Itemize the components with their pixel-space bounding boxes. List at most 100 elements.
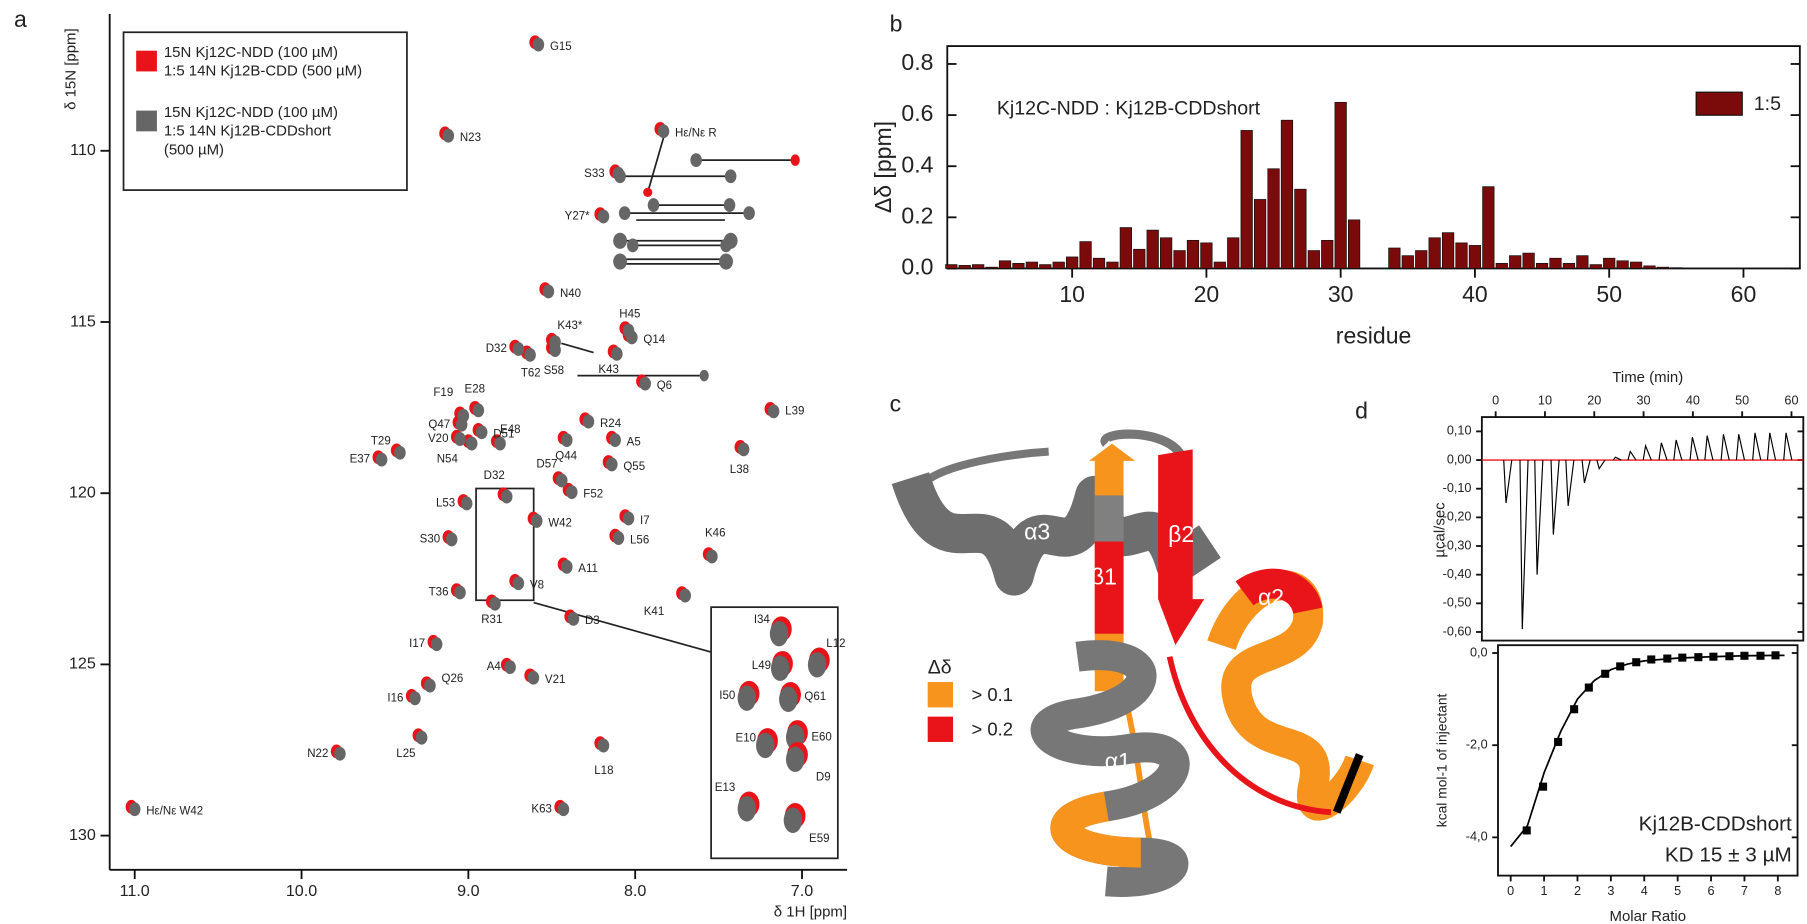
legend-label: > 0.2: [971, 718, 1013, 739]
injection-peak: [1566, 460, 1574, 506]
x-tick-label: 0: [1492, 394, 1499, 408]
peak: [129, 802, 141, 816]
y-tick-label: -0,50: [1443, 596, 1472, 610]
peak-label: Y27*: [565, 211, 590, 223]
bar: [999, 261, 1011, 269]
y-tick-label: 0.0: [901, 254, 933, 280]
side-chain-peaks: [613, 153, 800, 381]
x-tick-label: 20: [1587, 394, 1601, 408]
x-axis-label: Molar Ratio: [1609, 908, 1686, 924]
bar: [1563, 263, 1575, 268]
panel-label: a: [14, 6, 27, 32]
x-tick-label: 50: [1735, 394, 1749, 408]
bar: [1268, 169, 1280, 269]
y-axis-label: kcal mol-1 of injectant: [1433, 693, 1449, 827]
bar: [1483, 187, 1495, 269]
inset-label: L12: [826, 638, 845, 650]
peak-label: Q6: [657, 380, 672, 392]
peak-label: Q26: [442, 673, 464, 685]
bar: [1671, 268, 1683, 269]
peak: [598, 739, 610, 753]
bar: [1160, 238, 1172, 269]
inset-label: I34: [754, 614, 771, 626]
peak-label: F19: [433, 387, 453, 399]
x-axis-label: Time (min): [1612, 369, 1683, 386]
peak: [568, 612, 580, 626]
peak: [543, 285, 555, 299]
peak: [533, 38, 545, 52]
bar: [1496, 263, 1508, 268]
x-axis-label: residue: [1336, 323, 1412, 349]
injection-peak: [1784, 433, 1792, 460]
plot-frame: [1498, 645, 1798, 875]
page: abcd11.010.09.08.07.0110115120125130δ 1H…: [0, 0, 1807, 924]
bar: [1335, 102, 1347, 268]
inset-label: I50: [719, 690, 735, 702]
injection-peak: [1705, 436, 1713, 460]
peak: [613, 167, 625, 181]
bar: [1147, 230, 1159, 268]
peak-label: T62: [521, 367, 541, 379]
bar: [1080, 242, 1092, 269]
peak-label: L56: [630, 534, 649, 546]
peak-label: L25: [396, 748, 415, 760]
peak-label: K43*: [557, 320, 582, 332]
y-tick-label: -0,40: [1443, 567, 1472, 581]
x-tick-label: 11.0: [120, 882, 150, 900]
structure-label: α2: [1258, 584, 1284, 610]
y-tick-label: 0.2: [901, 202, 933, 228]
peak-label: Hε/Nε W42: [146, 806, 203, 818]
bar: [1442, 233, 1454, 269]
peak-label: R31: [481, 614, 502, 626]
bar: [1550, 258, 1562, 268]
peak: [549, 343, 561, 357]
peak-label: H45: [619, 308, 640, 320]
bar: [1321, 240, 1333, 268]
peak-label: L18: [594, 765, 613, 777]
y-tick-label: 130: [69, 826, 96, 844]
inset-peak: [738, 686, 756, 711]
peak: [556, 474, 568, 488]
peak: [598, 210, 610, 224]
structure-label: β1: [1091, 563, 1117, 589]
injection-peak: [1551, 460, 1559, 535]
peak-label: F52: [583, 489, 603, 501]
annotation: Kj12B-CDDshort: [1639, 812, 1792, 835]
legend-label: 1:5: [1754, 93, 1781, 115]
bar: [1509, 256, 1521, 269]
x-tick-label: 8.0: [624, 882, 646, 900]
peak-label: V8: [530, 580, 544, 592]
injection-peak: [1736, 434, 1744, 460]
x-tick-label: 10: [1059, 281, 1085, 307]
peak-label: S58: [544, 365, 565, 377]
peak-label: G15: [550, 41, 572, 53]
peak: [446, 533, 458, 547]
legend-swatch: [136, 51, 157, 72]
bar: [946, 265, 958, 269]
bar: [1120, 228, 1132, 269]
x-tick-label: 4: [1641, 884, 1648, 898]
injection-peak: [1535, 460, 1543, 575]
peak-label: T29: [371, 435, 391, 447]
inset-label: Q61: [804, 691, 826, 703]
injection-peak: [1753, 433, 1761, 460]
peak-label: R24: [600, 418, 622, 430]
x-tick-label: 20: [1194, 281, 1220, 307]
bar: [1402, 256, 1414, 269]
x-axis-label: δ 1H [ppm]: [774, 903, 847, 920]
bar: [1657, 267, 1669, 268]
bar: [959, 265, 971, 268]
peak-label: K43: [598, 364, 618, 376]
peak-label: E48: [500, 424, 521, 436]
peak: [738, 442, 750, 456]
peak: [679, 589, 691, 603]
x-tick-label: 7.0: [791, 882, 813, 900]
peak: [476, 425, 488, 439]
y-tick-label: -4,0: [1466, 830, 1488, 844]
peak: [623, 512, 635, 526]
peak-label: N54: [437, 454, 459, 466]
y-tick-label: 115: [70, 312, 96, 330]
peak-label: D57: [536, 458, 557, 470]
bar: [1308, 251, 1320, 269]
peak: [443, 129, 455, 143]
